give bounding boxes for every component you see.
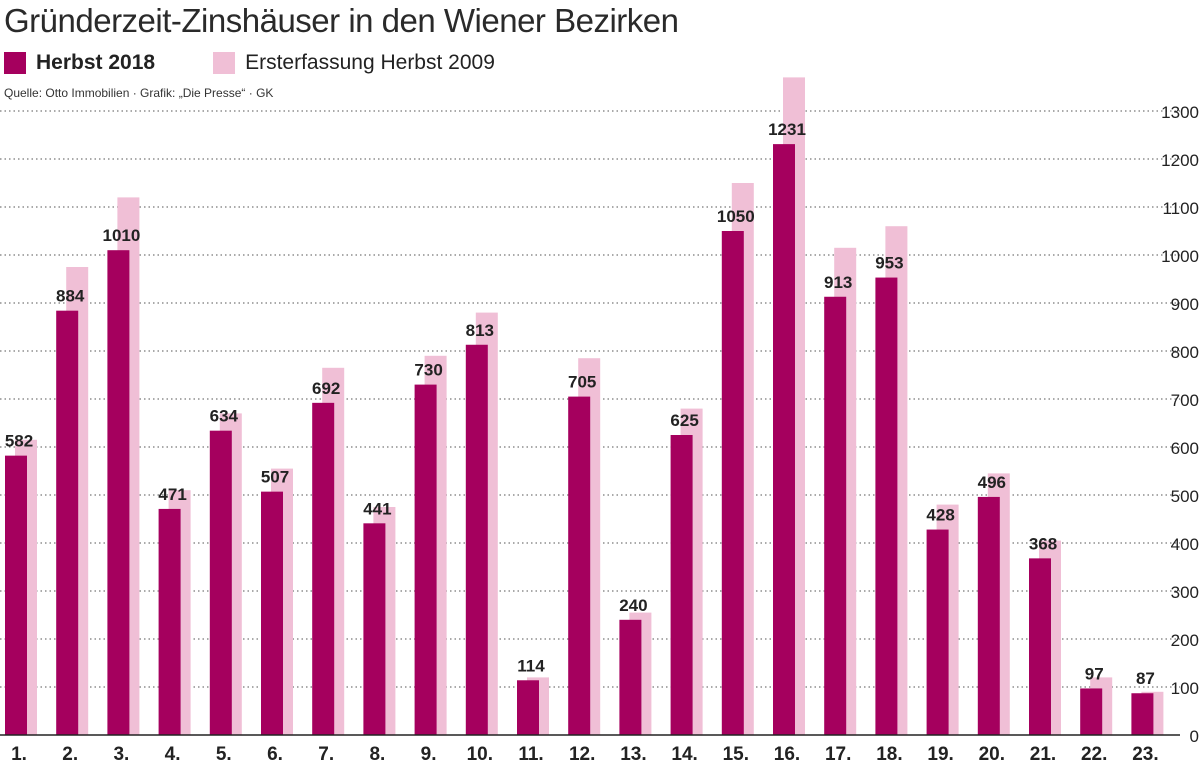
legend-label-ersterfassung-2009: Ersterfassung Herbst 2009: [245, 51, 495, 74]
legend-item-ersterfassung-2009: Ersterfassung Herbst 2009: [213, 51, 495, 75]
x-tick-label: 1.: [11, 744, 27, 765]
bar-herbst-2018: [363, 523, 386, 735]
bar-herbst-2018: [56, 310, 79, 735]
data-label: 87: [1136, 669, 1155, 688]
bar-herbst-2018: [414, 384, 437, 735]
x-tick-label: 4.: [165, 744, 181, 765]
x-tick-label: 14.: [671, 744, 697, 765]
bar-herbst-2018: [261, 491, 283, 735]
y-tick-label: 500: [1171, 487, 1199, 506]
y-tick-label: 0: [1190, 727, 1199, 746]
legend-label-herbst-2018: Herbst 2018: [36, 51, 156, 74]
data-label: 625: [670, 411, 698, 430]
data-label: 1231: [768, 120, 806, 139]
y-tick-label: 900: [1171, 295, 1199, 314]
legend-swatch-herbst-2018: [4, 52, 26, 74]
x-tick-label: 13.: [620, 744, 646, 765]
data-label: 1050: [717, 207, 755, 226]
bar-herbst-2018: [158, 508, 181, 735]
y-tick-label: 800: [1171, 343, 1199, 362]
bar-herbst-2018: [465, 344, 488, 735]
y-tick-label: 1200: [1161, 151, 1199, 170]
x-tick-label: 8.: [369, 744, 385, 765]
data-label: 705: [568, 373, 596, 392]
x-tick-label: 6.: [267, 744, 283, 765]
data-label: 428: [926, 506, 954, 525]
data-label: 441: [363, 499, 391, 518]
y-tick-label: 200: [1171, 631, 1199, 650]
bar-herbst-2018: [5, 455, 27, 735]
bar-herbst-2018: [824, 296, 847, 735]
data-label: 913: [824, 273, 852, 292]
x-tick-label: 7.: [318, 744, 334, 765]
bar-herbst-2018: [1080, 688, 1103, 735]
bar-herbst-2018: [568, 396, 591, 735]
data-label: 884: [56, 287, 85, 306]
x-tick-label: 22.: [1081, 744, 1107, 765]
bar-herbst-2018: [517, 680, 539, 735]
data-label: 496: [978, 473, 1006, 492]
data-label: 507: [261, 468, 289, 487]
legend: Herbst 2018 Ersterfassung Herbst 2009: [4, 48, 553, 78]
x-tick-label: 10.: [467, 744, 493, 765]
bar-herbst-2018: [926, 529, 949, 735]
data-label: 97: [1085, 664, 1104, 683]
source-note: Quelle: Otto Immobilien · Grafik: „Die P…: [4, 86, 274, 100]
x-tick-label: 21.: [1030, 744, 1056, 765]
bar-herbst-2018: [209, 430, 232, 735]
bar-herbst-2018: [619, 619, 642, 735]
bar-herbst-2018: [1029, 558, 1051, 735]
bar-herbst-2018: [977, 496, 1000, 735]
x-tick-label: 9.: [421, 744, 437, 765]
x-tick-label: 23.: [1132, 744, 1158, 765]
bar-herbst-2018: [670, 435, 693, 735]
data-label: 1010: [102, 226, 140, 245]
data-label: 471: [158, 485, 186, 504]
y-tick-label: 1300: [1161, 103, 1199, 122]
y-tick-label: 1100: [1162, 199, 1199, 218]
x-tick-label: 12.: [569, 744, 595, 765]
data-label: 582: [5, 432, 33, 451]
x-tick-label: 20.: [979, 744, 1005, 765]
data-label: 953: [875, 254, 903, 273]
y-tick-label: 600: [1171, 439, 1199, 458]
x-tick-label: 17.: [825, 744, 851, 765]
legend-item-herbst-2018: Herbst 2018: [4, 51, 155, 75]
data-label: 114: [517, 656, 545, 675]
x-tick-label: 18.: [876, 744, 902, 765]
x-tick-label: 5.: [216, 744, 232, 765]
x-tick-label: 15.: [723, 744, 749, 765]
bar-herbst-2018: [1131, 693, 1154, 735]
x-tick-label: 16.: [774, 744, 800, 765]
data-label: 240: [619, 596, 647, 615]
bar-herbst-2018: [773, 144, 795, 735]
bar-herbst-2018: [312, 402, 335, 735]
bar-herbst-2018: [107, 250, 130, 735]
y-tick-label: 1000: [1161, 247, 1199, 266]
x-tick-label: 3.: [113, 744, 129, 765]
y-tick-label: 300: [1171, 583, 1199, 602]
bar-herbst-2018: [721, 231, 744, 735]
chart-title: Gründerzeit-Zinshäuser in den Wiener Bez…: [4, 2, 679, 39]
bar-herbst-2018: [875, 277, 898, 735]
y-tick-label: 400: [1171, 535, 1199, 554]
legend-swatch-ersterfassung-2009: [213, 52, 236, 74]
data-label: 813: [466, 321, 494, 340]
data-label: 634: [210, 407, 239, 426]
x-tick-label: 11.: [518, 744, 543, 765]
y-tick-label: 100: [1171, 679, 1199, 698]
x-tick-label: 2.: [62, 744, 78, 765]
data-label: 368: [1029, 534, 1057, 553]
data-label: 730: [414, 361, 442, 380]
data-label: 692: [312, 379, 340, 398]
y-tick-label: 700: [1171, 391, 1199, 410]
x-tick-label: 19.: [927, 744, 953, 765]
